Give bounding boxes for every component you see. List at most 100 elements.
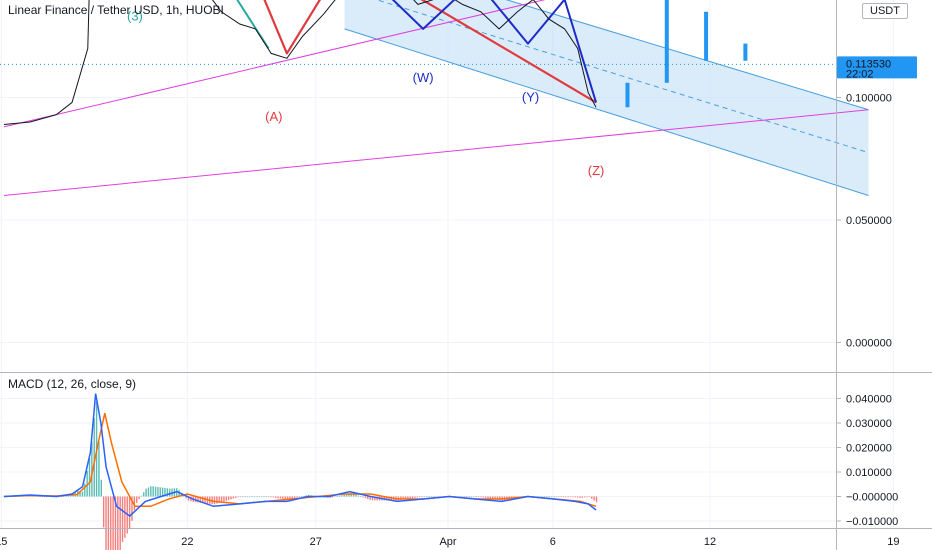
macd-histogram-bar (576, 496, 579, 498)
macd-histogram-bar (362, 496, 364, 498)
macd-histogram-bar (496, 496, 499, 500)
macd-histogram-bar (72, 494, 74, 497)
y-tick-label: 0.000000 (846, 338, 892, 350)
macd-histogram-bar (352, 493, 355, 497)
macd-histogram-bar (147, 487, 150, 497)
channel-fill-layer (344, 0, 869, 196)
macd-histogram-bar (407, 496, 409, 499)
macd-histogram-bar (164, 487, 166, 497)
macd-histogram-bar (65, 496, 67, 497)
macd-histogram-bar (81, 491, 84, 497)
macd-histogram-bar (329, 496, 331, 498)
macd-histogram-bar (293, 496, 296, 499)
macd-histogram-bar (286, 496, 289, 500)
macd-histogram-bar (480, 496, 482, 498)
macd-histogram-bar (466, 496, 468, 498)
macd-histogram-bar (298, 496, 301, 498)
macd-histogram-bar (237, 496, 239, 498)
macd-histogram-bar (546, 496, 548, 498)
macd-histogram-bar (107, 496, 110, 550)
channel-upper-line (505, 0, 869, 111)
macd-histogram-bar (140, 495, 143, 497)
macd-histogram-bar (541, 496, 543, 498)
macd-histogram-bar (303, 495, 305, 497)
macd-histogram-bar (263, 496, 265, 498)
macd-histogram-bar (334, 496, 336, 498)
macd-histogram-bar (152, 486, 154, 497)
macd-histogram-bar (244, 496, 246, 498)
macd-histogram-bar (404, 496, 407, 500)
macd-histogram-bar (91, 441, 93, 497)
macd-histogram-bar (246, 496, 249, 498)
macd-histogram-bar (282, 496, 284, 499)
macd-histogram-bar (414, 496, 416, 498)
macd-histogram-bar (331, 496, 334, 498)
macd-histogram-bar (423, 496, 426, 498)
wave-label: (W) (413, 70, 434, 85)
macd-histogram-bar (473, 496, 475, 498)
macd-histogram-bar (270, 496, 272, 498)
macd-histogram-bar (463, 496, 466, 498)
projection-bar (625, 82, 630, 108)
macd-histogram-bar (159, 487, 161, 497)
trendline (3, 109, 869, 196)
x-tick-label: 19 (887, 536, 899, 548)
macd-histogram-bar (477, 496, 480, 498)
macd-histogram-bar (131, 496, 133, 521)
wave-label: (A) (265, 109, 282, 124)
macd-histogram-bar (150, 486, 152, 497)
macd-histogram-bar (157, 486, 159, 497)
macd-histogram-bar (367, 496, 369, 500)
macd-histogram-bar (36, 496, 39, 497)
macd-histogram-bar (105, 496, 107, 550)
macd-histogram-bar (581, 496, 584, 498)
y-tick-label: 0.100000 (846, 93, 892, 105)
macd-histogram-bar (418, 496, 421, 498)
macd-histogram-bar (161, 487, 164, 497)
macd-histogram-bar (539, 496, 541, 498)
macd-histogram-bar (235, 496, 237, 498)
macd-histogram-bar (272, 496, 275, 498)
macd-histogram-bar (430, 496, 433, 498)
macd-histogram-bar (183, 495, 185, 497)
macd-histogram-bar (135, 496, 138, 503)
macd-y-tick-label: 0.030000 (846, 418, 892, 430)
macd-histogram-bar (428, 496, 430, 498)
channel-fill (344, 0, 869, 196)
macd-histogram-bar (593, 496, 595, 501)
macd-histogram-bar (67, 495, 69, 497)
macd-histogram-bar (124, 496, 126, 538)
x-tick-label: 15 (0, 536, 7, 548)
macd-histogram-bar (343, 494, 345, 497)
macd-histogram-bar (341, 495, 343, 497)
macd-histogram-bar (574, 496, 576, 498)
wave-label: (Z) (588, 163, 605, 178)
macd-histogram-bar (348, 493, 350, 497)
currency-button[interactable]: USDT (862, 3, 908, 19)
macd-histogram-bar (475, 496, 477, 498)
macd-histogram-bar (336, 496, 338, 497)
projection-bar (704, 11, 709, 61)
macd-histogram-bar (550, 496, 553, 498)
macd-legend: MACD (12, 26, close, 9) (8, 377, 137, 391)
macd-histogram-bar (60, 496, 62, 498)
macd-histogram-bar (223, 496, 225, 502)
macd-histogram-bar (84, 483, 86, 497)
macd-histogram-bar (256, 496, 258, 498)
wave-label: (3) (127, 9, 143, 24)
x-tick-label: 27 (310, 536, 322, 548)
x-tick-label: Apr (439, 536, 456, 548)
macd-histogram-bar (220, 496, 223, 503)
price-line (3, 0, 597, 125)
macd-histogram-bar (385, 496, 388, 501)
macd-histogram-bar (154, 486, 157, 497)
macd-histogram-bar (239, 496, 242, 498)
macd-histogram-bar (411, 496, 414, 499)
macd-histogram-bar (119, 496, 121, 550)
y-tick-label: 0.050000 (846, 215, 892, 227)
macd-histogram-bar (364, 496, 367, 499)
macd-histogram-bar (185, 496, 187, 499)
